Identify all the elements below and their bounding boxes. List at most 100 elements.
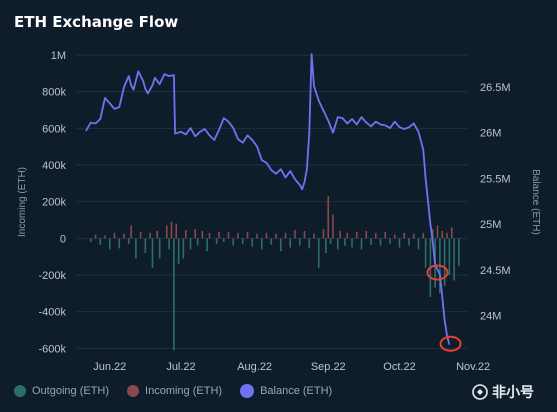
- legend-item-balance[interactable]: Balance (ETH): [240, 384, 332, 398]
- incoming-bar: [170, 221, 173, 239]
- incoming-bar: [265, 232, 268, 239]
- y-left-tick-label: 0: [60, 233, 66, 245]
- incoming-bar: [246, 231, 249, 239]
- y-right-tick-label: 26M: [480, 128, 501, 140]
- outgoing-bar: [351, 238, 353, 248]
- y-right-tick-label: 26.5M: [480, 82, 511, 94]
- legend-item-outgoing[interactable]: Outgoing (ETH): [14, 385, 109, 397]
- incoming-bar: [322, 229, 325, 239]
- y-right-tick-label: 25M: [480, 219, 501, 231]
- y-left-tick-label: 1M: [51, 50, 66, 62]
- outgoing-bar: [289, 238, 292, 248]
- outgoing-bar: [89, 238, 92, 242]
- incoming-bar: [313, 233, 315, 239]
- incoming-bar: [218, 231, 220, 239]
- watermark-logo-icon: [472, 384, 488, 400]
- outgoing-bar: [222, 238, 225, 242]
- legend: Outgoing (ETH) Incoming (ETH) Balance (E…: [14, 384, 350, 398]
- incoming-bar: [156, 231, 159, 239]
- legend-swatch-outgoing: [14, 385, 26, 397]
- balance-line-layer: [85, 53, 451, 345]
- incoming-bar: [123, 233, 125, 239]
- y-left-tick-label: 200k: [42, 197, 66, 209]
- incoming-bar: [175, 223, 178, 239]
- legend-swatch-balance: [240, 384, 255, 398]
- incoming-bar: [149, 232, 151, 239]
- left-y-axis: 1M 800k 600k 400k 200k 0 -200k -400k -600k: [38, 50, 66, 355]
- outgoing-bar: [308, 238, 311, 249]
- outgoing-bar: [108, 238, 111, 250]
- incoming-bar: [165, 225, 168, 239]
- incoming-bar: [431, 229, 434, 239]
- legend-label-balance: Balance (ETH): [260, 385, 333, 397]
- incoming-bar: [332, 214, 334, 239]
- incoming-bar: [184, 230, 187, 239]
- incoming-bar: [446, 232, 448, 239]
- x-tick-label: Sep.22: [311, 361, 346, 373]
- incoming-bar: [275, 233, 277, 239]
- incoming-bar: [355, 231, 358, 239]
- outgoing-bar: [344, 238, 346, 246]
- outgoing-bar: [182, 238, 185, 259]
- incoming-bar: [237, 232, 239, 239]
- legend-label-outgoing: Outgoing (ETH): [32, 385, 110, 397]
- outgoing-bar: [151, 238, 154, 268]
- outgoing-bar: [215, 238, 218, 244]
- y-left-tick-label: 600k: [42, 123, 66, 135]
- outgoing-bar: [329, 238, 332, 244]
- incoming-bar: [94, 234, 97, 239]
- y-axis-right-title: Balance (ETH): [530, 169, 541, 235]
- flow-bars: [89, 196, 460, 351]
- y-left-tick-label: 800k: [42, 87, 66, 99]
- incoming-bar: [365, 231, 368, 239]
- outgoing-bar: [379, 238, 382, 246]
- highlight-circles: [426, 264, 462, 352]
- incoming-bar: [139, 231, 142, 239]
- outgoing-bar: [144, 238, 147, 253]
- outgoing-bar: [270, 238, 273, 245]
- outgoing-bar: [458, 238, 460, 266]
- outgoing-bar: [453, 238, 455, 281]
- outgoing-bar: [260, 238, 263, 250]
- y-left-tick-label: 400k: [42, 160, 66, 172]
- highlight-circle: [426, 264, 449, 281]
- incoming-bar: [422, 232, 425, 239]
- outgoing-bar: [196, 238, 199, 246]
- incoming-bar: [130, 225, 132, 239]
- outgoing-bar: [189, 238, 192, 250]
- legend-item-incoming[interactable]: Incoming (ETH): [127, 385, 222, 397]
- outgoing-bar: [298, 238, 301, 246]
- outgoing-bar: [336, 238, 339, 250]
- outgoing-bar: [443, 238, 446, 286]
- outgoing-bar: [448, 238, 451, 275]
- incoming-bar: [346, 232, 349, 239]
- incoming-bar: [294, 230, 296, 239]
- outgoing-bar: [251, 238, 254, 247]
- outgoing-bar: [417, 238, 420, 250]
- outgoing-bar: [118, 238, 121, 249]
- outgoing-bar: [232, 238, 235, 246]
- incoming-bar: [374, 232, 377, 239]
- y-right-tick-label: 24M: [480, 310, 501, 322]
- outgoing-bar: [206, 238, 208, 252]
- y-left-tick-label: -400k: [38, 307, 66, 319]
- outgoing-bar: [177, 238, 180, 264]
- balance-line: [85, 53, 451, 345]
- watermark: 非小号: [472, 382, 534, 402]
- incoming-bar: [403, 232, 406, 239]
- incoming-bar: [201, 231, 204, 239]
- incoming-bar: [256, 233, 258, 239]
- outgoing-bar: [135, 238, 137, 259]
- legend-label-incoming: Incoming (ETH): [145, 385, 223, 397]
- outgoing-bar: [325, 238, 327, 253]
- outgoing-bar: [173, 238, 175, 351]
- incoming-bar: [284, 232, 287, 239]
- x-tick-label: Jun.22: [93, 361, 126, 373]
- y-right-tick-label: 24.5M: [480, 265, 511, 277]
- legend-swatch-incoming: [127, 385, 140, 397]
- y-left-tick-label: -600k: [38, 343, 66, 355]
- outgoing-bar: [360, 238, 363, 250]
- incoming-bar: [384, 231, 387, 239]
- outgoing-bar: [389, 238, 391, 244]
